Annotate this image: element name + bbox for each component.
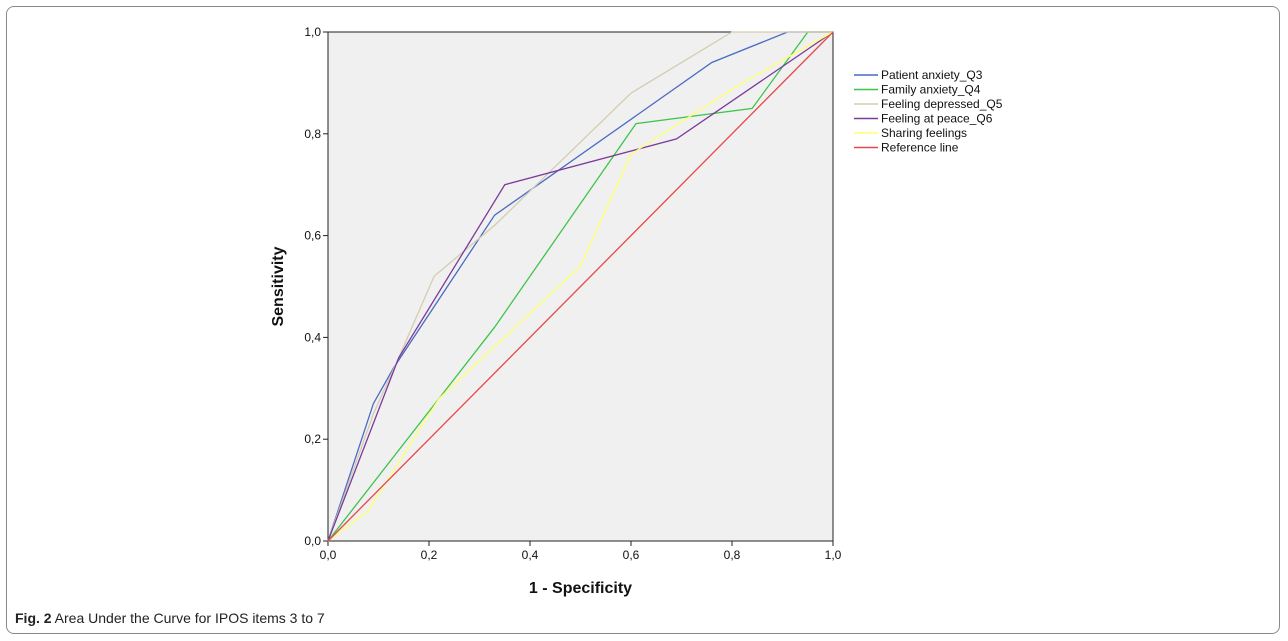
series-line-5 [327, 31, 834, 542]
axis-ticks: 0,0 0,2 0,4 0,6 0,8 1,0 0,0 0,2 0,4 0,6 0,8 1,0 [304, 25, 841, 562]
series-line-6 [327, 31, 834, 542]
legend-label: Feeling depressed_Q5 [881, 97, 1003, 111]
x-tick-label: 0,0 [320, 548, 337, 562]
x-axis-title: 1 - Specificity [529, 580, 632, 597]
roc-series [327, 31, 834, 542]
legend-label: Feeling at peace_Q6 [881, 112, 993, 126]
y-tick-label: 0,4 [304, 330, 321, 344]
legend-label: Reference line [881, 141, 959, 155]
y-tick-label: 0,8 [304, 127, 321, 141]
x-tick-label: 0,2 [421, 548, 438, 562]
series-line-4 [327, 31, 834, 542]
legend-label: Patient anxiety_Q3 [881, 68, 983, 82]
y-tick-label: 0,6 [304, 229, 321, 243]
x-tick-label: 1,0 [825, 548, 842, 562]
x-tick-label: 0,4 [522, 548, 539, 562]
caption-label: Fig. 2 [15, 610, 52, 626]
legend-label: Family anxiety_Q4 [881, 83, 981, 97]
caption-text: Area Under the Curve for IPOS items 3 to… [51, 610, 325, 626]
x-tick-label: 0,6 [623, 548, 640, 562]
y-tick-label: 0,2 [304, 432, 321, 446]
legend-label: Sharing feelings [881, 126, 967, 140]
y-axis-title: Sensitivity [270, 246, 287, 326]
y-tick-label: 0,0 [304, 534, 321, 548]
figure-caption: Fig. 2 Area Under the Curve for IPOS ite… [15, 610, 325, 626]
x-tick-label: 0,8 [724, 548, 741, 562]
y-tick-label: 1,0 [304, 25, 321, 39]
